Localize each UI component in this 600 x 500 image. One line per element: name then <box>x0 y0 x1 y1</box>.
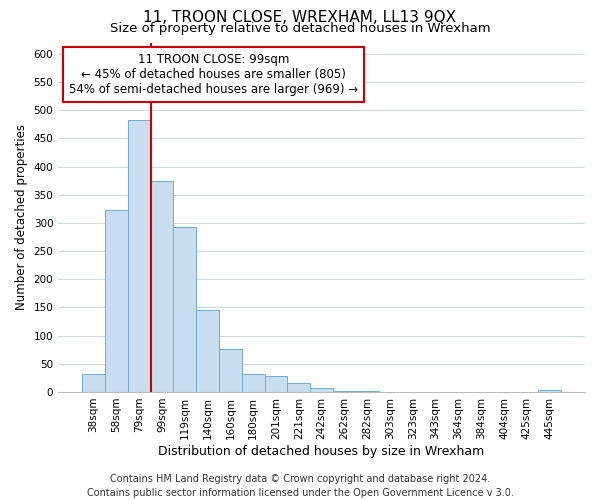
Bar <box>310 388 333 392</box>
Y-axis label: Number of detached properties: Number of detached properties <box>15 124 28 310</box>
Text: 11, TROON CLOSE, WREXHAM, LL13 9QX: 11, TROON CLOSE, WREXHAM, LL13 9QX <box>143 10 457 25</box>
Bar <box>151 180 173 392</box>
Bar <box>219 349 242 392</box>
Bar <box>196 310 219 392</box>
Bar <box>265 376 287 392</box>
Text: Contains HM Land Registry data © Crown copyright and database right 2024.
Contai: Contains HM Land Registry data © Crown c… <box>86 474 514 498</box>
Bar <box>287 383 310 392</box>
X-axis label: Distribution of detached houses by size in Wrexham: Distribution of detached houses by size … <box>158 444 485 458</box>
Text: 11 TROON CLOSE: 99sqm
← 45% of detached houses are smaller (805)
54% of semi-det: 11 TROON CLOSE: 99sqm ← 45% of detached … <box>69 53 358 96</box>
Bar <box>173 228 196 392</box>
Bar <box>538 390 561 392</box>
Text: Size of property relative to detached houses in Wrexham: Size of property relative to detached ho… <box>110 22 490 35</box>
Bar <box>82 374 105 392</box>
Bar <box>105 210 128 392</box>
Bar <box>242 374 265 392</box>
Bar <box>128 120 151 392</box>
